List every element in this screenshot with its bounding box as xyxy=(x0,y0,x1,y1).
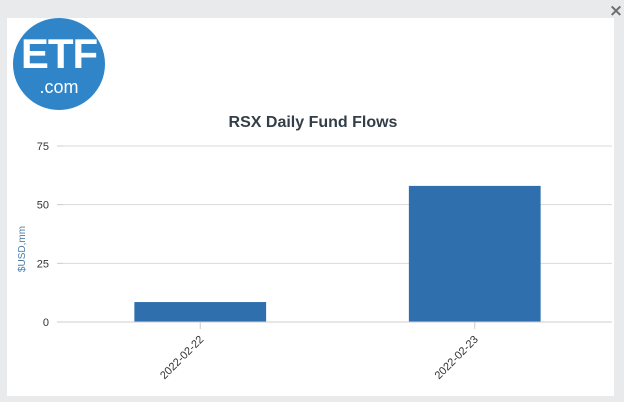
x-tick-label: 2022-02-22 xyxy=(158,334,206,382)
y-tick-labels: 0 25 50 75 xyxy=(37,141,63,329)
chart-title: RSX Daily Fund Flows xyxy=(229,114,398,131)
logo-main-text: ETF xyxy=(20,30,98,77)
x-tick-label: 2022-02-23 xyxy=(433,334,481,382)
chart-modal: ETF .com RSX Daily Fund Flows 0 25 50 75 20… xyxy=(7,18,614,396)
bar-2022-02-22 xyxy=(134,302,267,322)
y-tick-label: 75 xyxy=(37,141,49,153)
bar-2022-02-23 xyxy=(408,185,541,322)
x-tick-labels: 2022-02-22 2022-02-23 xyxy=(158,334,481,382)
y-tick-label: 0 xyxy=(43,317,49,329)
bars xyxy=(134,185,541,322)
x-ticks xyxy=(199,322,476,329)
close-button[interactable]: × xyxy=(608,1,624,21)
y-tick-label: 50 xyxy=(37,200,49,212)
y-axis-label: $USD,mm xyxy=(17,226,28,272)
etf-logo: ETF .com xyxy=(13,18,105,110)
y-tick-label: 25 xyxy=(37,258,49,270)
logo-sub-text: .com xyxy=(39,77,79,97)
